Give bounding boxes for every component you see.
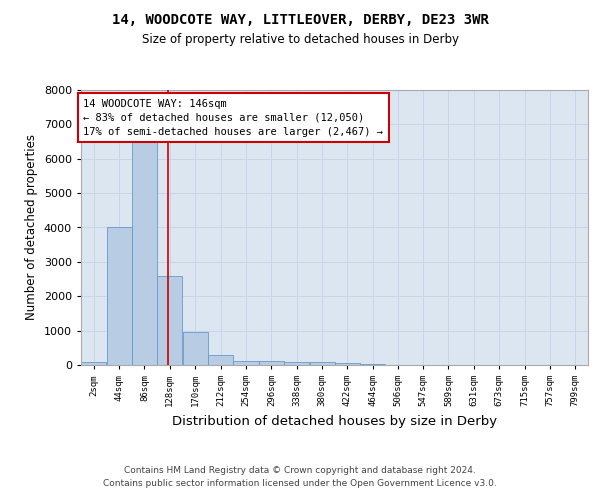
X-axis label: Distribution of detached houses by size in Derby: Distribution of detached houses by size … bbox=[172, 414, 497, 428]
Bar bbox=[284, 362, 309, 365]
Text: Contains HM Land Registry data © Crown copyright and database right 2024.
Contai: Contains HM Land Registry data © Crown c… bbox=[103, 466, 497, 487]
Bar bbox=[361, 364, 385, 365]
Text: 14, WOODCOTE WAY, LITTLEOVER, DERBY, DE23 3WR: 14, WOODCOTE WAY, LITTLEOVER, DERBY, DE2… bbox=[112, 12, 488, 26]
Text: 14 WOODCOTE WAY: 146sqm
← 83% of detached houses are smaller (12,050)
17% of sem: 14 WOODCOTE WAY: 146sqm ← 83% of detache… bbox=[83, 98, 383, 136]
Bar bbox=[233, 360, 259, 365]
Bar bbox=[132, 138, 157, 365]
Bar bbox=[310, 362, 335, 365]
Text: Size of property relative to detached houses in Derby: Size of property relative to detached ho… bbox=[142, 32, 458, 46]
Bar bbox=[182, 332, 208, 365]
Bar bbox=[157, 276, 182, 365]
Bar bbox=[107, 228, 131, 365]
Bar bbox=[81, 362, 106, 365]
Bar bbox=[259, 361, 284, 365]
Bar bbox=[335, 364, 360, 365]
Y-axis label: Number of detached properties: Number of detached properties bbox=[25, 134, 38, 320]
Bar bbox=[208, 354, 233, 365]
